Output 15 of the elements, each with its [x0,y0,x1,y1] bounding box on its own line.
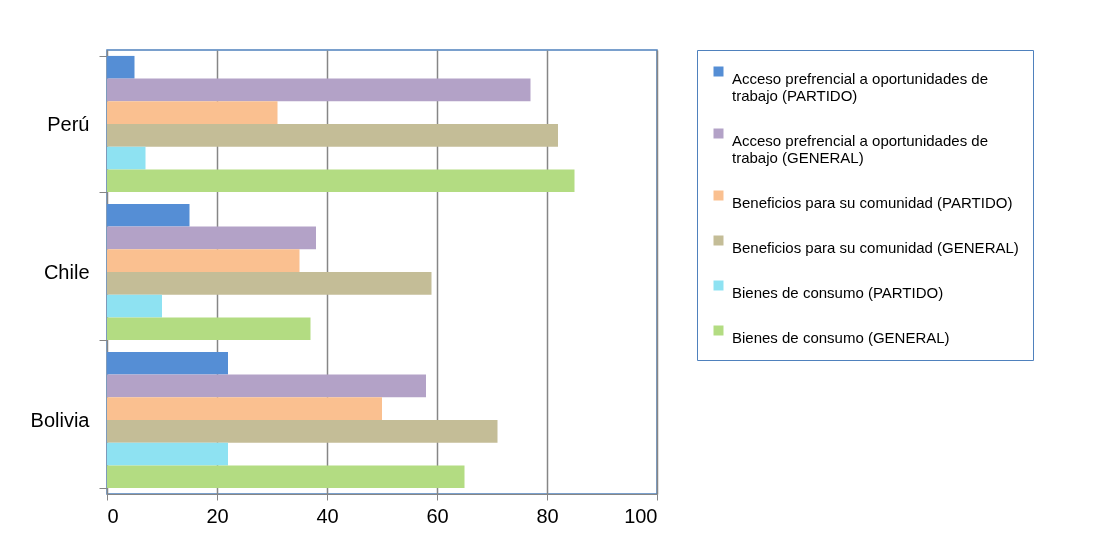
x-tick-label: 60 [426,504,449,527]
x-tick-label: 0 [107,504,119,527]
y-tick-label: Chile [43,260,90,283]
legend-label: Bienes de consumo (PARTIDO) [732,283,944,301]
legend-label: Beneficios para su comunidad (PARTIDO) [732,193,1013,211]
x-tick-label: 100 [624,504,658,527]
legend-label: Beneficios para su comunidad (GENERAL) [732,238,1019,256]
legend-label: Bienes de consumo (GENERAL) [732,328,950,346]
y-tick-label: Bolivia [30,408,91,431]
x-tick-label: 40 [316,504,339,527]
legend-label: Acceso prefrencial a oportunidades de trabajo (PARTIDO) [732,69,988,104]
x-tick-label: 20 [206,504,229,527]
legend-label: Acceso prefrencial a oportunidades de trabajo (GENERAL) [732,131,988,166]
x-tick-label: 80 [536,504,559,527]
y-tick-label: Perú [47,112,90,135]
